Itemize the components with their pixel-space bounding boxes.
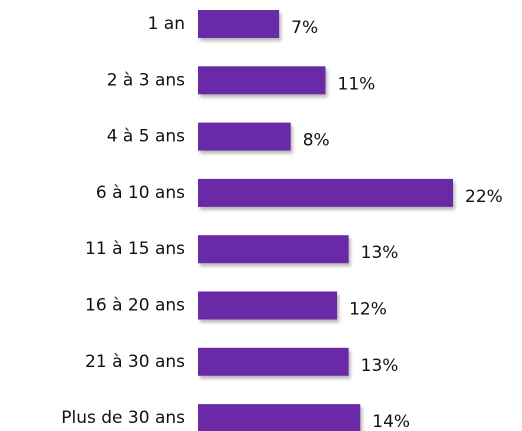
value-label: 8% [303, 131, 330, 151]
category-label: 2 à 3 ans [107, 70, 185, 90]
bar [198, 291, 338, 320]
bar [198, 66, 326, 95]
bar [198, 235, 349, 264]
category-label: 21 à 30 ans [85, 352, 185, 372]
bar [198, 178, 453, 207]
category-label: 1 an [148, 14, 185, 34]
value-label: 12% [349, 300, 387, 320]
category-label: 16 à 20 ans [85, 296, 185, 316]
bar [198, 122, 291, 151]
bar [198, 10, 280, 38]
category-label: 4 à 5 ans [107, 127, 185, 147]
value-label: 22% [465, 187, 503, 207]
value-label: 13% [361, 243, 399, 263]
value-label: 7% [291, 18, 318, 38]
value-label: 14% [372, 412, 410, 431]
category-label: 6 à 10 ans [96, 183, 185, 203]
bar [198, 404, 361, 431]
bar [198, 347, 349, 376]
category-label: Plus de 30 ans [61, 408, 185, 428]
value-label: 11% [338, 74, 376, 94]
category-label: 11 à 15 ans [85, 239, 185, 259]
value-label: 13% [361, 356, 399, 376]
